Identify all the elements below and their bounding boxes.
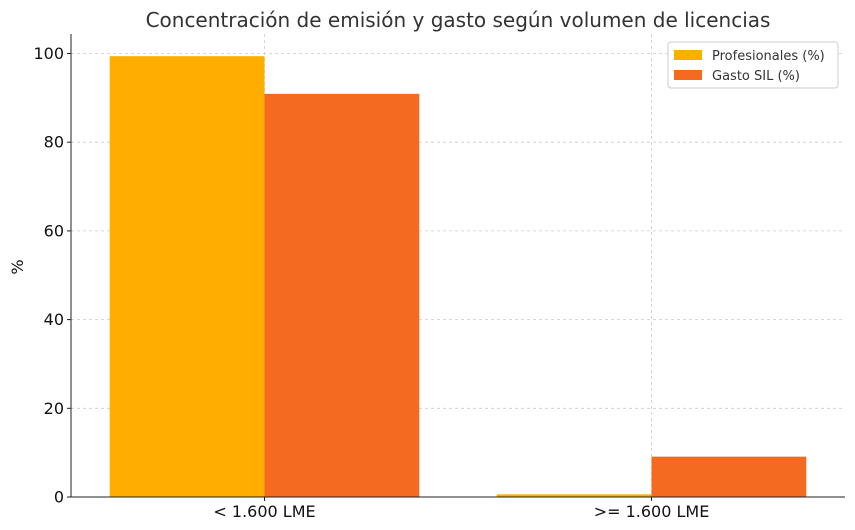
legend-swatch — [674, 70, 702, 80]
y-tick-label: 40 — [44, 310, 64, 329]
chart-title: Concentración de emisión y gasto según v… — [146, 8, 771, 32]
x-ticks: < 1.600 LME >= 1.600 LME — [213, 497, 709, 521]
legend-label: Profesionales (%) — [712, 49, 825, 64]
y-tick-label: 100 — [33, 44, 64, 63]
bars — [109, 56, 807, 498]
x-tick-label: < 1.600 LME — [213, 502, 315, 521]
bar — [496, 494, 652, 497]
y-axis-label: % — [8, 259, 27, 274]
legend-label: Gasto SIL (%) — [712, 69, 800, 84]
legend-box — [667, 41, 839, 89]
legend: Profesionales (%) Gasto SIL (%) — [667, 41, 839, 89]
y-tick-label: 20 — [44, 399, 64, 418]
bar — [651, 456, 807, 497]
y-tick-label: 0 — [54, 488, 64, 507]
y-tick-label: 60 — [44, 221, 64, 240]
bar — [264, 93, 420, 497]
y-tick-label: 80 — [44, 133, 64, 152]
bar — [109, 56, 265, 498]
axes — [70, 34, 845, 498]
x-tick-label: >= 1.600 LME — [594, 502, 710, 521]
legend-swatch — [674, 50, 702, 60]
y-ticks: 0 20 40 60 80 100 — [33, 44, 71, 507]
